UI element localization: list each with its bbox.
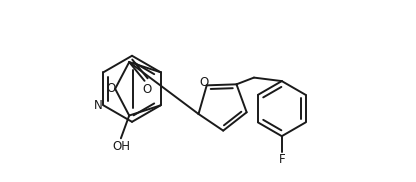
Text: F: F [278, 153, 285, 166]
Text: N: N [94, 99, 102, 112]
Text: O: O [106, 82, 116, 95]
Text: O: O [143, 84, 152, 96]
Text: O: O [199, 76, 209, 89]
Text: OH: OH [112, 140, 130, 153]
